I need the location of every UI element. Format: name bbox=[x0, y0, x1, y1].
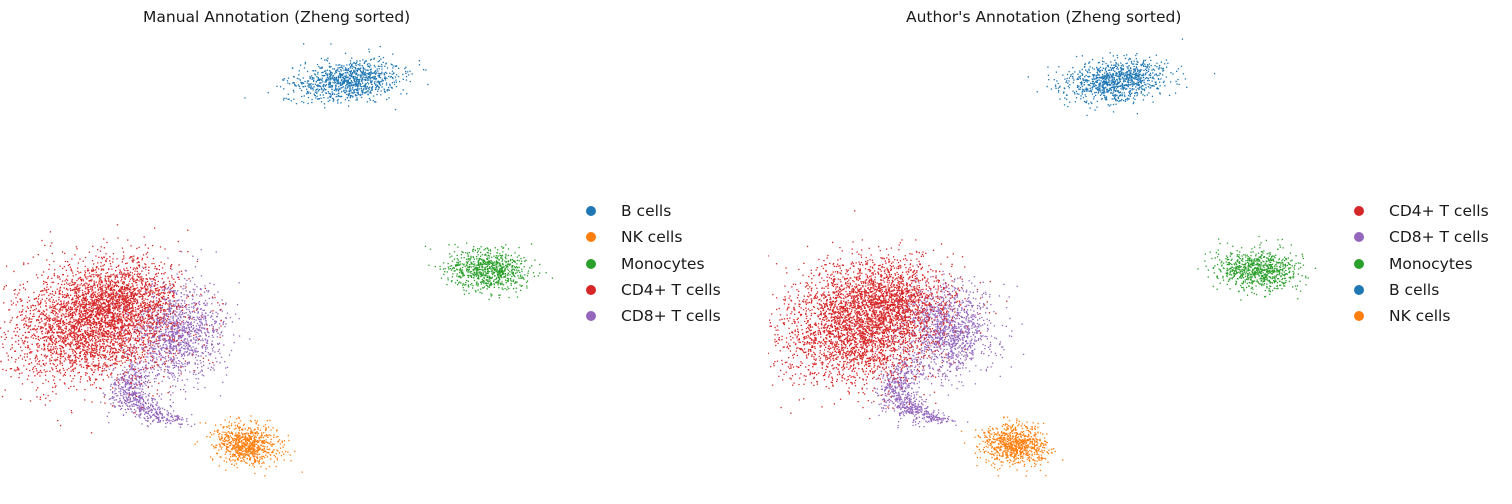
legend-item: B cells bbox=[1348, 277, 1489, 303]
chart-title: Manual Annotation (Zheng sorted) bbox=[143, 8, 411, 26]
legend-label: CD8+ T cells bbox=[1389, 228, 1489, 247]
scatter-plot-manual bbox=[0, 43, 554, 477]
legend-marker bbox=[586, 311, 596, 322]
legend-marker bbox=[1354, 311, 1364, 322]
legend-marker bbox=[1354, 258, 1364, 269]
legend-label: Monocytes bbox=[621, 254, 705, 273]
legend-label: Monocytes bbox=[1389, 254, 1473, 273]
legend-label: CD4+ T cells bbox=[1389, 202, 1489, 221]
legend-item: NK cells bbox=[580, 224, 721, 250]
legend-item: B cells bbox=[580, 198, 721, 224]
legend-item: Monocytes bbox=[580, 251, 721, 277]
scatter-panel-manual: Manual Annotation (Zheng sorted) B cells… bbox=[0, 0, 750, 504]
legend-marker bbox=[586, 258, 596, 269]
legend-label: B cells bbox=[1389, 281, 1440, 300]
legend-item: CD4+ T cells bbox=[1348, 198, 1489, 224]
legend-label: CD4+ T cells bbox=[621, 281, 721, 300]
legend: B cells NK cells Monocytes CD4+ T cells … bbox=[580, 198, 721, 329]
legend-label: B cells bbox=[621, 202, 672, 221]
scatter-panel-author: Author's Annotation (Zheng sorted) CD4+ … bbox=[768, 0, 1512, 504]
scatter-plot-author bbox=[768, 38, 1316, 477]
legend-marker bbox=[586, 285, 596, 296]
legend-label: NK cells bbox=[621, 228, 683, 247]
chart-title: Author's Annotation (Zheng sorted) bbox=[906, 8, 1182, 26]
legend-item: Monocytes bbox=[1348, 251, 1489, 277]
legend-item: NK cells bbox=[1348, 303, 1489, 329]
legend-marker bbox=[1354, 232, 1364, 243]
legend-label: NK cells bbox=[1389, 307, 1451, 326]
legend-marker bbox=[1354, 206, 1364, 217]
legend: CD4+ T cells CD8+ T cells Monocytes B ce… bbox=[1348, 198, 1489, 329]
legend-label: CD8+ T cells bbox=[621, 307, 721, 326]
legend-marker bbox=[586, 232, 596, 243]
legend-item: CD4+ T cells bbox=[580, 277, 721, 303]
legend-marker bbox=[1354, 285, 1364, 296]
legend-marker bbox=[586, 206, 596, 217]
legend-item: CD8+ T cells bbox=[1348, 224, 1489, 250]
legend-item: CD8+ T cells bbox=[580, 303, 721, 329]
